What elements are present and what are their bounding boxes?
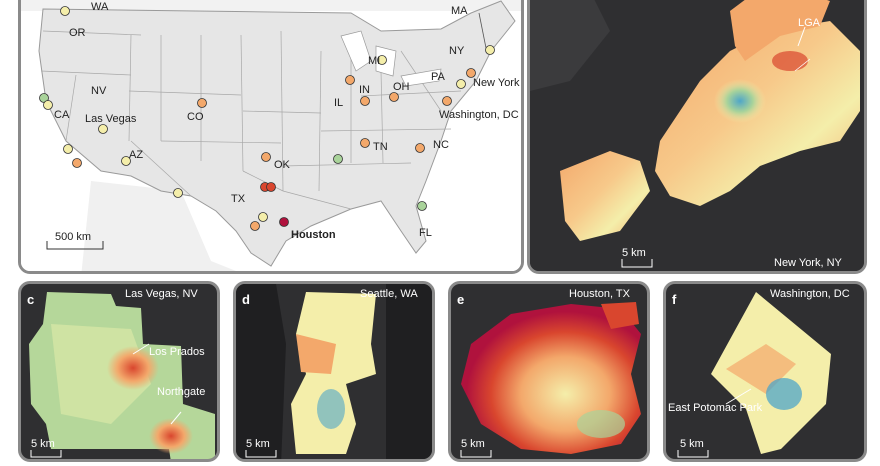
houston-canvas bbox=[460, 302, 641, 458]
houston-panel: e Houston, TX 5 km bbox=[448, 281, 650, 462]
dc-scale-label: 5 km bbox=[680, 438, 704, 450]
annotation-east-potomac-park: East Potomac Park bbox=[668, 402, 763, 414]
state-label: TX bbox=[231, 193, 246, 205]
state-label: OH bbox=[393, 81, 410, 93]
seattle-scale-label: 5 km bbox=[246, 438, 270, 450]
city-label-houston: Houston bbox=[291, 229, 336, 241]
las-vegas-canvas bbox=[29, 292, 215, 459]
us-scale-label: 500 km bbox=[55, 231, 92, 243]
houston-scale-label: 5 km bbox=[461, 438, 485, 450]
state-label: IL bbox=[334, 97, 344, 109]
seattle-canvas bbox=[236, 284, 432, 459]
lv-scale-bar bbox=[30, 450, 62, 458]
state-label: NY bbox=[449, 45, 465, 57]
city-dots bbox=[39, 6, 495, 231]
dc-scale-bar bbox=[677, 450, 709, 458]
city-label-las-vegas: Las Vegas bbox=[85, 113, 137, 125]
seattle-scale-bar bbox=[245, 450, 277, 458]
state-label: CA bbox=[54, 109, 70, 121]
washington-panel: f Washington, DC East Potomac Park 5 km bbox=[663, 281, 867, 462]
houston-title: Houston, TX bbox=[569, 288, 630, 300]
us-map-panel: WA OR NV CA AZ CO TX OK IL IN MI OH PA N… bbox=[18, 0, 524, 274]
state-label: OK bbox=[274, 159, 290, 171]
city-label-new-york: New York bbox=[473, 77, 520, 89]
lv-scale-label: 5 km bbox=[31, 438, 55, 450]
state-label: AZ bbox=[129, 149, 144, 161]
state-label: MI bbox=[368, 55, 381, 67]
las-vegas-title: Las Vegas, NV bbox=[125, 288, 198, 300]
nyc-title: New York, NY bbox=[774, 257, 842, 269]
state-label: TN bbox=[373, 141, 388, 153]
panel-letter-c: c bbox=[27, 292, 35, 307]
nyc-scale-label: 5 km bbox=[622, 247, 646, 259]
nyc-map-panel: LGA 5 km New York, NY bbox=[527, 0, 867, 274]
washington-canvas bbox=[677, 292, 831, 458]
us-map-canvas bbox=[21, 0, 521, 271]
state-label: PA bbox=[431, 71, 445, 83]
state-label: WA bbox=[91, 1, 109, 13]
seattle-panel: d Seattle, WA 5 km bbox=[233, 281, 435, 462]
staten-island bbox=[560, 151, 650, 241]
state-borders bbox=[40, 30, 462, 210]
las-vegas-panel: c Las Vegas, NV Los Prados Northgate 5 k… bbox=[18, 281, 220, 462]
state-label: CO bbox=[187, 111, 204, 123]
annotation-northgate: Northgate bbox=[157, 386, 206, 398]
city-label-washington-dc: Washington, DC bbox=[439, 109, 519, 121]
state-label: NV bbox=[91, 85, 107, 97]
seattle-title: Seattle, WA bbox=[360, 288, 418, 300]
washington-title: Washington, DC bbox=[770, 288, 850, 300]
annotation-los-prados: Los Prados bbox=[149, 346, 205, 358]
nyc-map-canvas bbox=[530, 0, 864, 271]
state-label: MA bbox=[451, 5, 468, 17]
nyc-scale-bar bbox=[621, 259, 653, 268]
panel-letter-e: e bbox=[457, 292, 465, 307]
state-label: OR bbox=[69, 27, 86, 39]
state-label: IN bbox=[359, 84, 370, 96]
us-scale-bar bbox=[46, 241, 104, 250]
state-label: FL bbox=[419, 227, 432, 239]
panel-letter-f: f bbox=[672, 292, 677, 307]
houston-scale-bar bbox=[460, 450, 492, 458]
manhattan-bronx bbox=[730, 0, 830, 61]
state-label: NC bbox=[433, 139, 449, 151]
us-landmass bbox=[38, 0, 516, 267]
panel-letter-d: d bbox=[242, 292, 250, 307]
nyc-airport-label: LGA bbox=[798, 17, 821, 29]
